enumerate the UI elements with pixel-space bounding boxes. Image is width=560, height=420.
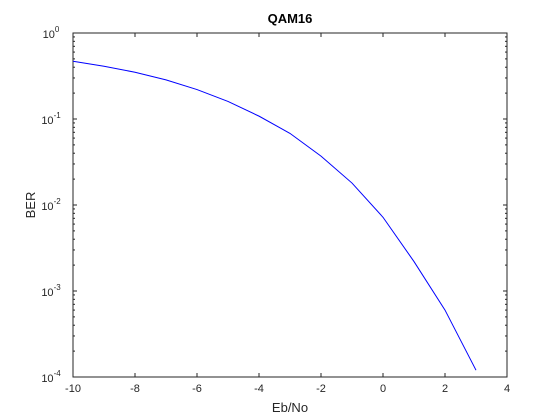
y-tick-label-exponent: -2 [54, 197, 62, 206]
y-tick-label: 10-1 [41, 111, 61, 127]
y-tick-label-exponent: -3 [54, 283, 62, 292]
series-layer [72, 60, 477, 371]
x-tick-label: -4 [254, 383, 264, 395]
x-tick-label: -8 [130, 383, 140, 395]
y-tick-label: 10-4 [41, 369, 61, 385]
x-axis-ticks: -10 -8 -6 -4 -2 0 2 4 [65, 33, 510, 395]
y-tick-label-exponent: 0 [55, 25, 60, 34]
y-tick-label-base: 10 [43, 29, 55, 41]
ber-curve [72, 60, 477, 371]
x-tick-label: 4 [504, 383, 510, 395]
x-tick-label: -10 [65, 383, 81, 395]
chart-title: QAM16 [268, 11, 313, 26]
x-tick-label: 0 [380, 383, 386, 395]
y-tick-label-exponent: -4 [54, 369, 62, 378]
x-tick-label: 2 [442, 383, 448, 395]
y-tick-label: 10-3 [41, 283, 61, 299]
plot-area [72, 32, 508, 378]
y-tick-label-base: 10 [41, 373, 53, 385]
x-tick-label: -6 [192, 383, 202, 395]
y-tick-label: 10-2 [41, 197, 61, 213]
y-tick-label-exponent: -1 [54, 111, 62, 120]
x-axis-title: Eb/No [272, 400, 308, 415]
y-tick-label-base: 10 [41, 201, 53, 213]
y-tick-label-base: 10 [41, 287, 53, 299]
x-tick-label: -2 [316, 383, 326, 395]
y-tick-label-base: 10 [41, 115, 53, 127]
y-axis-title: BER [23, 192, 38, 219]
y-tick-label: 100 [43, 25, 60, 41]
